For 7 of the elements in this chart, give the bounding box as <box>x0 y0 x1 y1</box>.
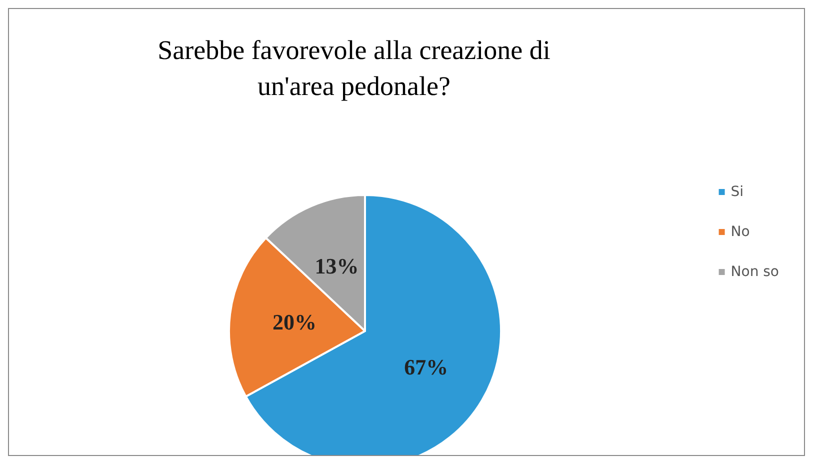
data-label: 13% <box>314 253 359 278</box>
chart-title: Sarebbe favorevole alla creazione di un'area pedonale? <box>158 35 550 101</box>
legend-label: Non so <box>730 264 780 280</box>
legend-label: No <box>730 224 750 240</box>
data-label: 67% <box>404 354 448 380</box>
legend-label: Si <box>730 184 744 200</box>
data-label: 20% <box>272 310 317 335</box>
